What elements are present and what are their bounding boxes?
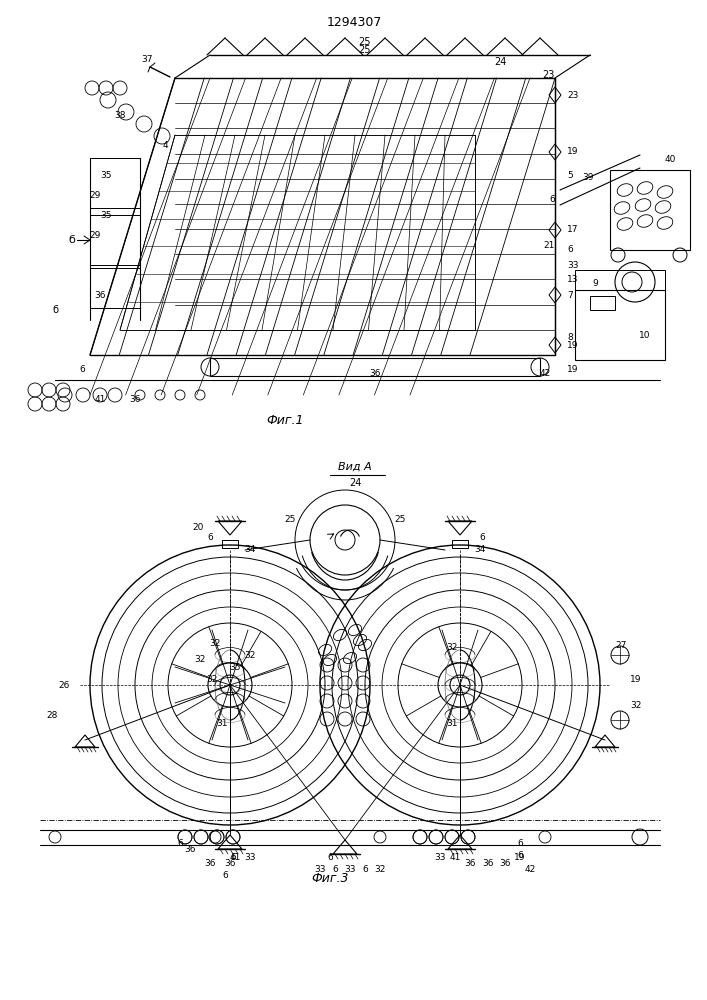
Text: 36: 36 [129, 395, 141, 404]
Text: 36: 36 [499, 858, 510, 867]
Text: 6: 6 [207, 532, 213, 542]
Text: б: б [69, 235, 76, 245]
Text: 35: 35 [100, 170, 112, 180]
Text: 6: 6 [177, 838, 183, 848]
Text: 39: 39 [583, 172, 594, 182]
Text: 10: 10 [639, 330, 650, 340]
Bar [222, 540, 238, 548]
Bar [610, 170, 690, 250]
Text: 25: 25 [358, 37, 371, 47]
Text: 13: 13 [567, 275, 578, 284]
Text: 25: 25 [358, 45, 371, 55]
Text: 4: 4 [162, 140, 168, 149]
Text: 19: 19 [567, 147, 578, 156]
Text: 19: 19 [514, 852, 526, 861]
Text: б: б [52, 305, 58, 315]
Text: 41: 41 [229, 854, 240, 862]
Text: 9: 9 [592, 278, 598, 288]
Text: 26: 26 [59, 680, 70, 690]
Text: 36: 36 [464, 858, 476, 867]
Text: 33: 33 [344, 865, 356, 874]
Text: 41: 41 [94, 395, 105, 404]
Text: 5: 5 [567, 170, 573, 180]
Text: 19: 19 [630, 676, 641, 684]
Text: Фиг.1: Фиг.1 [267, 414, 304, 426]
Text: 35: 35 [229, 662, 241, 672]
Text: 33: 33 [434, 852, 445, 861]
Text: 19: 19 [567, 340, 578, 350]
Text: 42: 42 [525, 865, 536, 874]
Text: 6: 6 [362, 865, 368, 874]
Text: 21: 21 [544, 240, 555, 249]
Bar [452, 540, 468, 548]
Text: 41: 41 [450, 854, 461, 862]
Text: 28: 28 [47, 710, 58, 720]
Text: 29: 29 [89, 190, 100, 200]
Text: 37: 37 [141, 55, 153, 64]
Text: 32: 32 [206, 676, 218, 684]
Text: 17: 17 [567, 226, 578, 234]
Text: 33: 33 [244, 852, 256, 861]
Bar [575, 290, 665, 360]
Text: 34: 34 [474, 546, 486, 554]
Text: 31: 31 [446, 718, 457, 728]
Text: 31: 31 [216, 718, 228, 728]
Bar [590, 296, 615, 310]
Text: 6: 6 [567, 245, 573, 254]
Text: 20: 20 [192, 522, 204, 532]
Text: 29: 29 [89, 231, 100, 239]
Text: 24: 24 [493, 57, 506, 67]
Bar [575, 270, 665, 290]
Text: 25: 25 [395, 516, 406, 524]
Text: 32: 32 [194, 656, 206, 664]
Text: 27: 27 [615, 641, 626, 650]
Text: 6: 6 [230, 852, 236, 861]
Text: 35: 35 [100, 211, 112, 220]
Text: 1294307: 1294307 [327, 15, 382, 28]
Bar [90, 215, 140, 265]
Text: 6: 6 [517, 838, 523, 848]
Text: 23: 23 [567, 91, 578, 100]
Text: 34: 34 [245, 546, 256, 554]
Text: 36: 36 [94, 290, 106, 300]
Text: 32: 32 [245, 650, 256, 660]
Text: 19: 19 [567, 365, 578, 374]
Text: 6: 6 [549, 196, 555, 205]
Text: 33: 33 [314, 865, 326, 874]
Text: 6: 6 [479, 532, 485, 542]
Text: Фиг.3: Фиг.3 [311, 871, 349, 884]
Text: 36: 36 [204, 858, 216, 867]
Text: 32: 32 [209, 639, 221, 648]
Text: 36: 36 [185, 846, 196, 854]
Text: 24: 24 [349, 478, 361, 488]
Bar [210, 358, 540, 376]
Text: 25: 25 [284, 516, 296, 524]
Text: 32: 32 [446, 643, 457, 652]
Text: 7: 7 [567, 290, 573, 300]
Text: 38: 38 [115, 110, 126, 119]
Text: 6: 6 [222, 870, 228, 880]
Text: 32: 32 [374, 865, 386, 874]
Text: Вид А: Вид А [338, 462, 372, 472]
Text: 6: 6 [327, 852, 333, 861]
Bar [90, 268, 140, 308]
Text: 42: 42 [539, 368, 551, 377]
Text: 6: 6 [517, 850, 523, 859]
Text: 6: 6 [332, 865, 338, 874]
Text: 36: 36 [224, 858, 235, 867]
Text: 33: 33 [567, 260, 578, 269]
Text: 40: 40 [665, 155, 677, 164]
Text: 23: 23 [542, 70, 554, 80]
Text: 8: 8 [567, 334, 573, 342]
Text: 36: 36 [369, 368, 381, 377]
Text: 32: 32 [630, 700, 641, 710]
Text: 36: 36 [482, 858, 493, 867]
Text: 6: 6 [79, 365, 85, 374]
Bar [90, 158, 140, 208]
